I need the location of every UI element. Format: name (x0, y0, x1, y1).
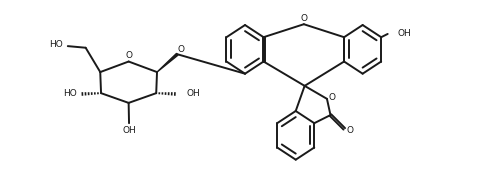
Text: HO: HO (63, 89, 77, 98)
Text: O: O (125, 50, 133, 60)
Text: OH: OH (398, 29, 411, 38)
Text: OH: OH (186, 89, 200, 98)
Text: O: O (301, 14, 308, 23)
Text: OH: OH (122, 126, 136, 135)
Polygon shape (157, 53, 178, 72)
Text: HO: HO (49, 40, 63, 49)
Text: O: O (177, 45, 185, 54)
Text: O: O (346, 126, 353, 135)
Text: O: O (329, 93, 336, 102)
